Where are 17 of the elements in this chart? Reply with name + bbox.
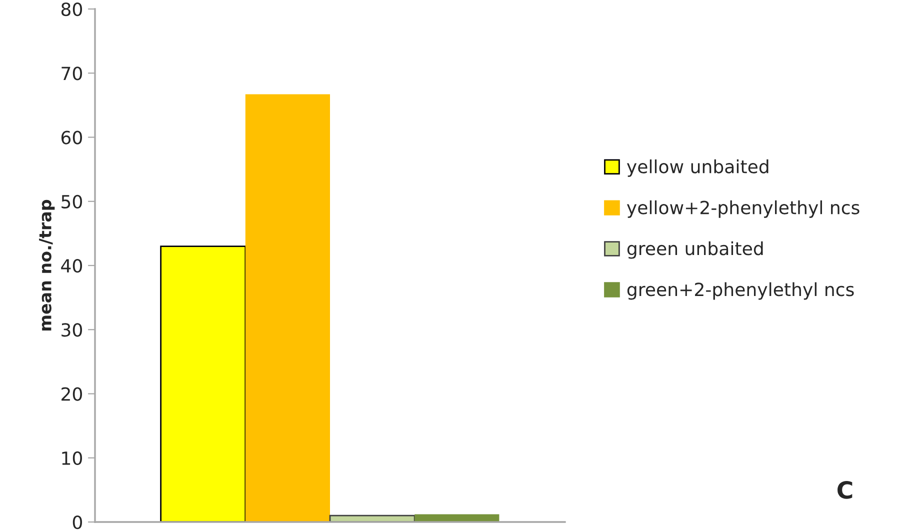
text: C (838, 480, 852, 499)
legend-label: yellow unbaited (626, 159, 768, 177)
y-tick-label: 60 (61, 130, 82, 144)
y-tick-label: 70 (62, 66, 82, 80)
y-tick-label: 80 (61, 2, 82, 16)
y-tick-label: 50 (62, 194, 82, 208)
legend-label: green unbaited (627, 241, 763, 259)
y-tick-label: 30 (62, 323, 82, 337)
legend-label: green+2-phenylethyl ncs (627, 282, 854, 300)
y-tick-label: 40 (61, 258, 82, 273)
y-axis-title: mean no./trap (39, 200, 55, 330)
y-tick-label: 20 (62, 387, 82, 401)
y-tick-label: 0 (72, 515, 82, 530)
y-tick-label: 10 (62, 451, 82, 465)
bar (245, 94, 330, 522)
legend-label: yellow+2-phenylethyl ncs (626, 200, 860, 218)
bar (160, 246, 246, 522)
